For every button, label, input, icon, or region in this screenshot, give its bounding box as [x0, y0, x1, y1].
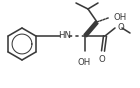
- Text: OH: OH: [77, 58, 91, 67]
- Text: O: O: [99, 55, 105, 64]
- Text: OH: OH: [113, 13, 126, 23]
- Text: O: O: [118, 23, 125, 32]
- Text: HN: HN: [59, 32, 72, 40]
